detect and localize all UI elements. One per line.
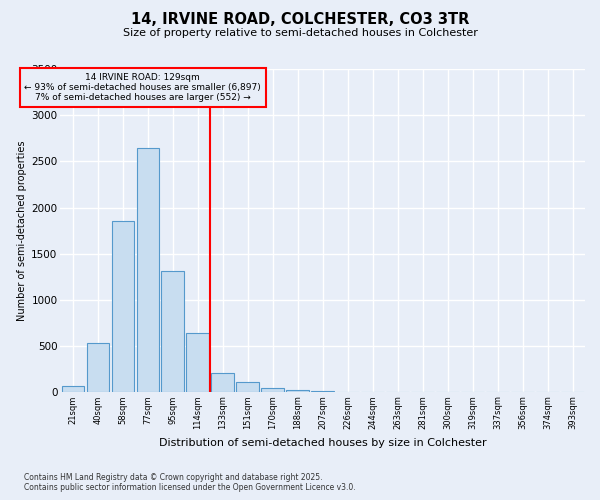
- Bar: [86, 344, 109, 392]
- Bar: [262, 388, 284, 392]
- Y-axis label: Number of semi-detached properties: Number of semi-detached properties: [17, 140, 27, 321]
- Bar: [112, 222, 134, 392]
- Text: 14 IRVINE ROAD: 129sqm
← 93% of semi-detached houses are smaller (6,897)
7% of s: 14 IRVINE ROAD: 129sqm ← 93% of semi-det…: [25, 72, 261, 102]
- Bar: [161, 272, 184, 392]
- Bar: [211, 373, 234, 392]
- Bar: [187, 334, 209, 392]
- X-axis label: Distribution of semi-detached houses by size in Colchester: Distribution of semi-detached houses by …: [159, 438, 487, 448]
- Bar: [62, 386, 84, 392]
- Text: Size of property relative to semi-detached houses in Colchester: Size of property relative to semi-detach…: [122, 28, 478, 38]
- Bar: [286, 390, 309, 392]
- Bar: [236, 382, 259, 392]
- Text: Contains HM Land Registry data © Crown copyright and database right 2025.
Contai: Contains HM Land Registry data © Crown c…: [24, 473, 356, 492]
- Text: 14, IRVINE ROAD, COLCHESTER, CO3 3TR: 14, IRVINE ROAD, COLCHESTER, CO3 3TR: [131, 12, 469, 28]
- Bar: [137, 148, 159, 392]
